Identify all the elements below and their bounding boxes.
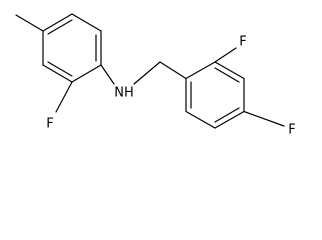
bond bbox=[42, 64, 73, 83]
bond bbox=[71, 13, 102, 32]
double-bond-inner bbox=[47, 19, 73, 35]
atom-label: F bbox=[288, 123, 295, 138]
bond bbox=[100, 64, 115, 85]
bond bbox=[55, 81, 73, 113]
bond bbox=[133, 61, 161, 85]
atom-label: F bbox=[239, 35, 246, 50]
atom-label: F bbox=[46, 117, 53, 132]
methyl-bond bbox=[15, 14, 44, 32]
double-bond-inner bbox=[47, 61, 73, 77]
page: F NH F F (() => { const data = JSON.pars… bbox=[15, 13, 296, 138]
bond bbox=[185, 110, 216, 129]
bond bbox=[159, 61, 187, 80]
bond bbox=[214, 47, 237, 63]
bond bbox=[71, 64, 102, 83]
bond bbox=[214, 61, 245, 80]
bonds bbox=[15, 13, 285, 129]
bond bbox=[185, 61, 216, 80]
double-bond-inner bbox=[214, 67, 240, 83]
structure-diagram: F NH F F bbox=[15, 13, 296, 138]
bond bbox=[243, 110, 285, 127]
double-bond-inner bbox=[214, 107, 240, 123]
bond bbox=[214, 110, 245, 129]
bond bbox=[42, 13, 73, 32]
atom-label: NH bbox=[114, 86, 134, 101]
